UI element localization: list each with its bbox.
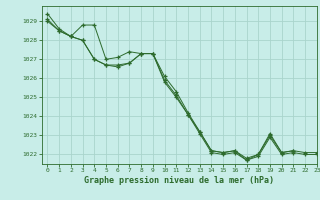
X-axis label: Graphe pression niveau de la mer (hPa): Graphe pression niveau de la mer (hPa) xyxy=(84,176,274,185)
